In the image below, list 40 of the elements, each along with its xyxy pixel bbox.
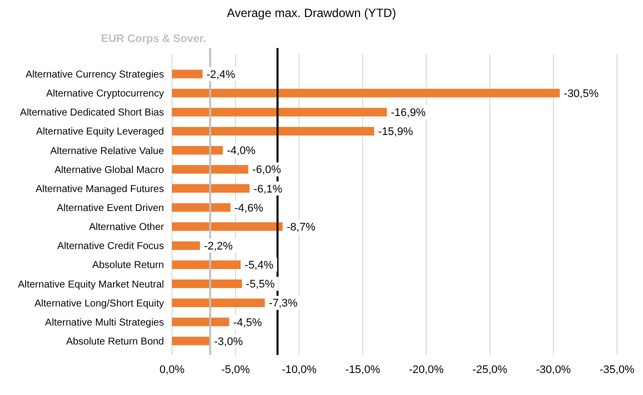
y-tick-label: Alternative Dedicated Short Bias xyxy=(20,108,164,119)
data-label: -4,0% xyxy=(226,145,256,158)
data-label: -5,4% xyxy=(244,260,274,272)
y-tick-label: Alternative Long/Short Equity xyxy=(34,298,164,310)
x-tick-label: -25,0% xyxy=(472,364,508,376)
data-label: -6,0% xyxy=(252,164,282,176)
y-tick-label: Alternative Other xyxy=(88,222,165,234)
y-tick-label: Alternative Credit Focus xyxy=(57,241,164,252)
x-tick-label: 0,0% xyxy=(159,364,185,376)
y-tick-label: Absolute Return Bond xyxy=(66,336,164,348)
x-tick-label: -5,0% xyxy=(221,364,250,376)
data-label: -2,2% xyxy=(204,240,233,252)
data-label: -7,3% xyxy=(268,298,298,310)
y-tick-label: Alternative Global Macro xyxy=(54,164,164,176)
x-tick-label: -35,0% xyxy=(600,364,635,376)
y-tick-label: Alternative Equity Leveraged xyxy=(36,126,164,138)
x-tick-label: -20,0% xyxy=(408,364,444,376)
y-tick-label: Absolute Return xyxy=(92,260,164,272)
data-label: -30,5% xyxy=(564,88,599,100)
y-tick-label: Alternative Relative Value xyxy=(50,146,164,157)
data-label: -16,9% xyxy=(390,107,426,119)
data-label: -6,1% xyxy=(254,183,283,196)
y-tick-label: Alternative Currency Strategies xyxy=(26,70,164,81)
data-label: -4,5% xyxy=(233,316,262,329)
y-tick-label: Alternative Equity Market Neutral xyxy=(18,279,164,290)
data-label: -5,5% xyxy=(246,278,275,291)
y-tick-label: Alternative Event Driven xyxy=(56,203,164,214)
data-label: -8,7% xyxy=(286,221,316,234)
x-tick-label: -15,0% xyxy=(345,364,380,376)
ref-line-label: EUR Corps & Sover. xyxy=(101,33,206,45)
y-tick-label: Alternative Cryptocurrency xyxy=(46,88,164,100)
data-label: -3,0% xyxy=(214,336,244,348)
chart-title: Average max. Drawdown (YTD) xyxy=(226,6,396,20)
y-tick-label: Alternative Managed Futures xyxy=(36,184,164,195)
data-label: -2,4% xyxy=(206,68,236,81)
x-tick-label: -10,0% xyxy=(282,364,317,376)
x-tick-label: -30,0% xyxy=(536,364,572,376)
y-tick-label: Alternative Multi Strategies xyxy=(45,317,164,328)
data-label: -4,6% xyxy=(234,202,264,214)
data-label: -15,9% xyxy=(378,126,414,138)
